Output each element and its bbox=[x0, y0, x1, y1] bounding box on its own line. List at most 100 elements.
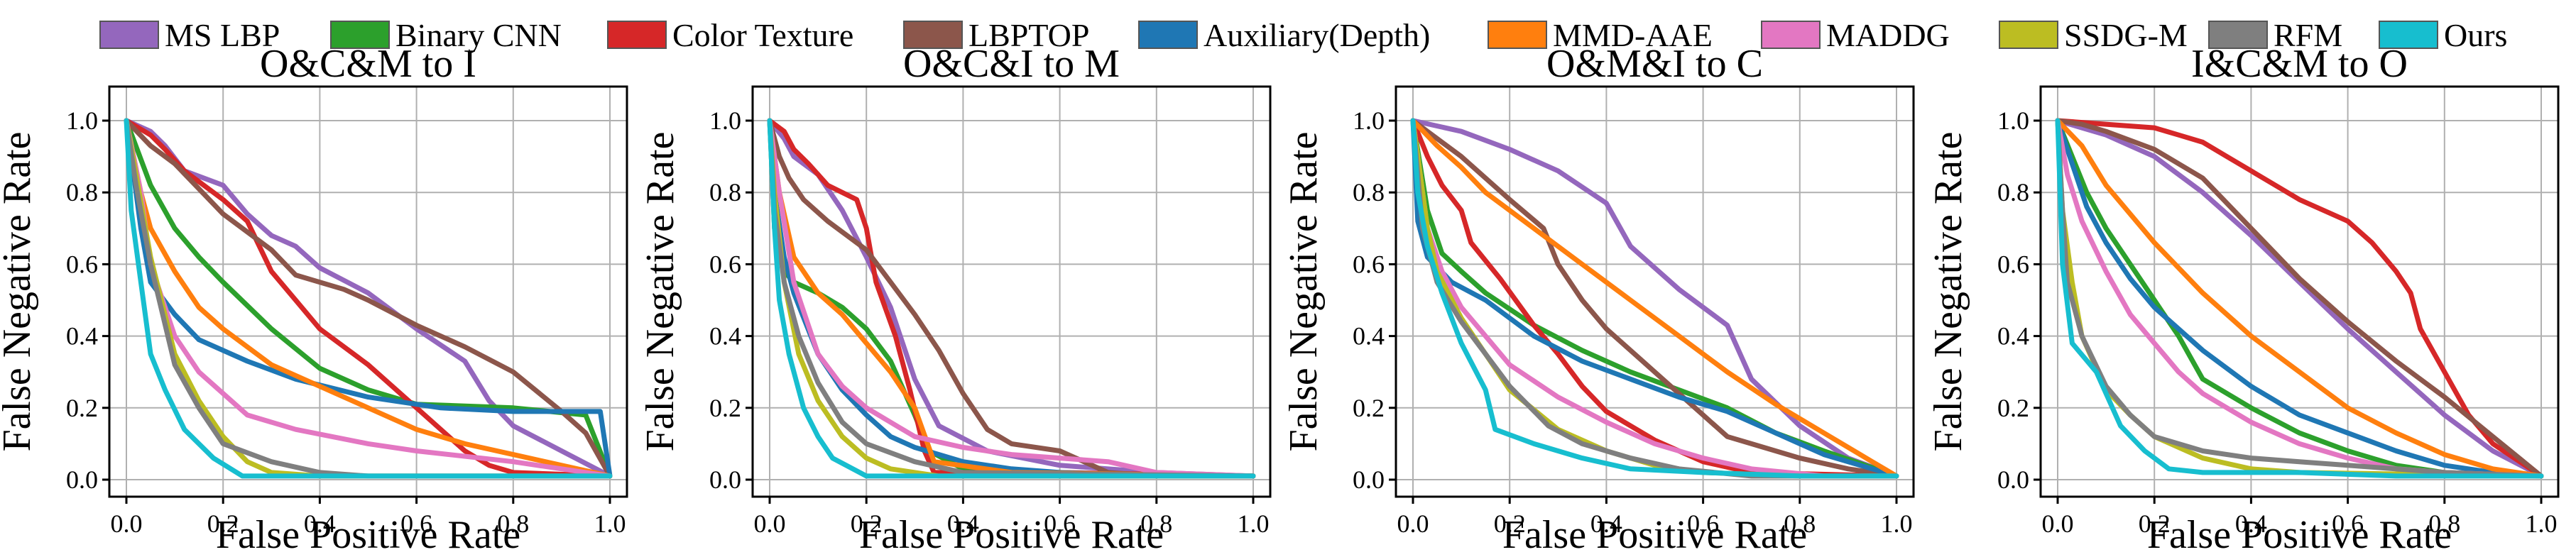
x-tick-label: 0.8 bbox=[1140, 509, 1172, 538]
legend-swatch bbox=[1761, 21, 1821, 49]
y-tick-label: 0.6 bbox=[1997, 250, 2029, 278]
x-tick-label: 1.0 bbox=[1881, 509, 1913, 538]
legend-item: MMD-AAE bbox=[1488, 17, 1713, 53]
y-tick-label: 0.8 bbox=[1353, 178, 1385, 206]
legend-item: RFM bbox=[2208, 17, 2342, 53]
series-line bbox=[767, 118, 1256, 479]
series-line bbox=[1410, 118, 1899, 479]
x-tick-label: 1.0 bbox=[1238, 509, 1270, 538]
series-line bbox=[124, 118, 613, 479]
x-tick-label: 0.6 bbox=[2332, 509, 2364, 538]
y-tick-label: 0.4 bbox=[1997, 322, 2029, 351]
x-tick-label: 0.0 bbox=[1397, 509, 1429, 538]
x-tick-label: 0.0 bbox=[2042, 509, 2074, 538]
chart-panel: 0.0 0.0 0.2 0.2 0.4 0.4 0.6 0.6 0.8 0.8 1.0 1.0 I&C&… bbox=[1926, 42, 2560, 557]
y-axis-label: False Negative Rate bbox=[1926, 132, 1970, 452]
series-line bbox=[1410, 118, 1899, 479]
x-tick-label: 0.4 bbox=[947, 509, 979, 538]
y-tick-label: 0.8 bbox=[66, 178, 98, 206]
y-tick-label: 0.6 bbox=[66, 250, 98, 278]
y-tick-label: 1.0 bbox=[1997, 106, 2029, 135]
y-tick-label: 1.0 bbox=[1353, 106, 1385, 135]
legend-item: MS LBP bbox=[99, 17, 280, 53]
series-line bbox=[1410, 118, 1899, 479]
x-tick-label: 0.4 bbox=[2235, 509, 2267, 538]
series-line bbox=[2055, 118, 2544, 479]
series-line bbox=[124, 118, 613, 479]
series-line bbox=[1410, 118, 1899, 479]
series-line bbox=[767, 118, 1256, 479]
plot-frame bbox=[2039, 85, 2560, 498]
legend-label: MS LBP bbox=[165, 16, 280, 53]
y-tick-label: 0.2 bbox=[1353, 394, 1385, 422]
x-tick-label: 0.2 bbox=[1494, 509, 1526, 538]
legend-item: Color Texture bbox=[607, 17, 853, 53]
series-line bbox=[767, 118, 1256, 479]
legend-label: MMD-AAE bbox=[1553, 16, 1713, 53]
x-axis-label: False Positive Rate bbox=[1502, 513, 1807, 557]
y-tick-label: 0.4 bbox=[1353, 322, 1385, 351]
x-axis-label: False Positive Rate bbox=[2147, 513, 2452, 557]
legend-label: RFM bbox=[2274, 16, 2343, 53]
y-axis-label: False Negative Rate bbox=[638, 132, 682, 452]
y-tick-label: 0.6 bbox=[709, 250, 741, 278]
x-tick-label: 0.4 bbox=[304, 509, 336, 538]
x-axis-label: False Positive Rate bbox=[859, 513, 1164, 557]
plot-frame bbox=[1395, 85, 1915, 498]
series-line bbox=[2055, 118, 2544, 479]
chart-title: O&M&I to C bbox=[1546, 42, 1763, 86]
y-tick-label: 1.0 bbox=[709, 106, 741, 135]
x-tick-label: 0.0 bbox=[111, 509, 143, 538]
series-line bbox=[2055, 118, 2544, 479]
series-line bbox=[767, 118, 1256, 479]
series-line bbox=[2055, 118, 2544, 479]
y-tick-label: 1.0 bbox=[66, 106, 98, 135]
series-line bbox=[124, 118, 613, 479]
y-tick-label: 0.2 bbox=[1997, 394, 2029, 422]
plot-frame bbox=[108, 85, 628, 498]
legend-swatch bbox=[1488, 21, 1547, 49]
x-tick-label: 0.6 bbox=[1687, 509, 1719, 538]
x-tick-label: 0.2 bbox=[207, 509, 239, 538]
y-tick-label: 0.0 bbox=[1997, 465, 2029, 494]
chart-panel: 0.0 0.0 0.2 0.2 0.4 0.4 0.6 0.6 0.8 0.8 1.0 1.0 O&C&… bbox=[0, 42, 628, 557]
legend-label: LBPTOP bbox=[968, 16, 1090, 53]
chart-panel: 0.0 0.0 0.2 0.2 0.4 0.4 0.6 0.6 0.8 0.8 1.0 1.0 O&C&… bbox=[638, 42, 1272, 557]
legend-label: SSDG-M bbox=[2064, 16, 2188, 53]
legend-swatch bbox=[330, 21, 390, 49]
y-axis-label: False Negative Rate bbox=[0, 132, 39, 452]
legend-item: Ours bbox=[2379, 17, 2507, 53]
y-tick-label: 0.2 bbox=[709, 394, 741, 422]
y-tick-label: 0.6 bbox=[1353, 250, 1385, 278]
x-tick-label: 0.6 bbox=[1044, 509, 1076, 538]
legend-label: Ours bbox=[2444, 16, 2508, 53]
legend-swatch bbox=[903, 21, 963, 49]
y-tick-label: 0.2 bbox=[66, 394, 98, 422]
y-tick-label: 0.4 bbox=[66, 322, 98, 351]
legend-label: Binary CNN bbox=[395, 16, 562, 53]
x-tick-label: 0.2 bbox=[851, 509, 883, 538]
series-line bbox=[767, 118, 1256, 479]
y-axis-label: False Negative Rate bbox=[1282, 132, 1326, 452]
legend-swatch bbox=[1999, 21, 2058, 49]
plot-frame bbox=[751, 85, 1272, 498]
series-line bbox=[2055, 118, 2544, 479]
x-tick-label: 1.0 bbox=[594, 509, 626, 538]
series-line bbox=[1410, 118, 1899, 479]
legend: MS LBP Binary CNN Color Texture LBPTOP Auxil… bbox=[0, 10, 2576, 60]
series-line bbox=[2055, 118, 2544, 479]
legend-item: LBPTOP bbox=[903, 17, 1089, 53]
legend-item: Auxiliary(Depth) bbox=[1138, 17, 1430, 53]
x-tick-label: 0.6 bbox=[400, 509, 432, 538]
x-axis-label: False Positive Rate bbox=[216, 513, 520, 557]
y-tick-label: 0.8 bbox=[1997, 178, 2029, 206]
legend-swatch bbox=[99, 21, 159, 49]
y-tick-label: 0.8 bbox=[709, 178, 741, 206]
series-line bbox=[124, 118, 613, 479]
chart-title: I&C&M to O bbox=[2191, 42, 2408, 86]
x-tick-label: 1.0 bbox=[2526, 509, 2558, 538]
chart-title: O&C&I to M bbox=[903, 42, 1120, 86]
legend-swatch bbox=[2379, 21, 2438, 49]
